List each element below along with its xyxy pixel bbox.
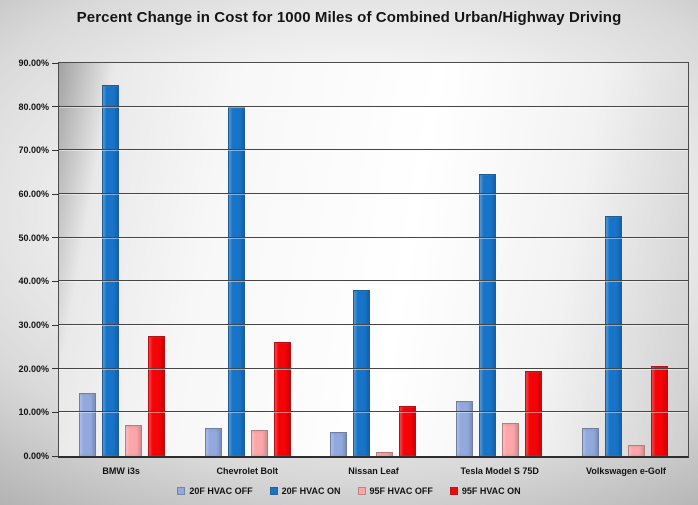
bar-20f-hvac-off xyxy=(582,427,600,456)
gridline xyxy=(59,105,688,107)
y-axis-tick-label: 50.00% xyxy=(18,232,49,243)
y-axis-tick-label: 80.00% xyxy=(18,101,49,112)
bar-group xyxy=(562,63,688,456)
gridline xyxy=(59,367,688,369)
bar-20f-hvac-on xyxy=(353,290,371,456)
legend-label: 20F HVAC ON xyxy=(281,486,341,496)
legend-item: 20F HVAC OFF xyxy=(177,486,253,496)
bar-20f-hvac-on xyxy=(479,174,497,456)
x-axis-category-label: Nissan Leaf xyxy=(348,466,399,476)
legend-label: 20F HVAC OFF xyxy=(189,486,253,496)
bar-20f-hvac-on xyxy=(101,84,119,456)
bar-group xyxy=(185,63,311,456)
bar-20f-hvac-on xyxy=(605,215,623,456)
legend-item: 95F HVAC OFF xyxy=(357,486,433,496)
gridline xyxy=(59,236,688,238)
x-axis-category-label: BMW i3s xyxy=(102,466,140,476)
y-axis-tick xyxy=(52,324,59,326)
y-axis-tick-label: 10.00% xyxy=(18,407,49,418)
y-axis-tick xyxy=(52,62,59,64)
plot-area: 0.00% 10.00% 20.00% 30.00% 40.00% 50.00% 60.00… xyxy=(18,58,689,461)
gridline xyxy=(59,193,688,195)
y-axis-tick xyxy=(52,106,59,108)
bar-95f-hvac-on xyxy=(399,405,417,456)
y-axis-tick xyxy=(52,368,59,370)
y-axis-tick-label: 20.00% xyxy=(18,363,49,374)
y-axis-tick-label: 90.00% xyxy=(18,58,49,68)
bar-95f-hvac-off xyxy=(628,445,646,456)
bar-95f-hvac-off xyxy=(376,451,394,456)
gridline xyxy=(59,149,688,151)
legend-swatch-icon xyxy=(269,487,278,495)
bar-20f-hvac-off xyxy=(78,392,96,456)
x-axis-category-label: Tesla Model S 75D xyxy=(460,466,539,476)
y-axis-tick xyxy=(52,193,59,195)
gridline xyxy=(59,411,688,413)
bar-20f-hvac-off xyxy=(330,431,348,456)
x-axis-labels: BMW i3s Chevrolet Bolt Nissan Leaf Tesla Mo… xyxy=(58,466,689,476)
x-axis-category-label: Volkswagen e-Golf xyxy=(585,466,666,476)
bar-20f-hvac-off xyxy=(204,427,222,456)
y-axis-tick-label: 40.00% xyxy=(18,276,49,287)
bar-95f-hvac-off xyxy=(502,423,520,456)
y-axis-tick-label: 0.00% xyxy=(23,451,49,461)
bar-group xyxy=(59,63,185,456)
bar-groups xyxy=(59,63,688,456)
y-axis-tick-label: 70.00% xyxy=(18,145,49,156)
gridline xyxy=(59,324,688,326)
chart-title: Percent Change in Cost for 1000 Miles of… xyxy=(76,9,622,26)
x-axis-category-label: Chevrolet Bolt xyxy=(216,466,279,476)
bar-95f-hvac-off xyxy=(124,425,142,456)
bar-95f-hvac-on xyxy=(651,366,669,456)
legend-item: 20F HVAC ON xyxy=(269,486,341,496)
legend-item: 95F HVAC ON xyxy=(449,486,521,496)
legend-label: 95F HVAC OFF xyxy=(369,486,433,496)
bar-95f-hvac-on xyxy=(525,370,543,456)
legend: 20F HVAC OFF 20F HVAC ON 95F HVAC OFF 95F H… xyxy=(0,486,698,496)
legend-swatch-icon xyxy=(357,487,366,495)
y-axis-tick xyxy=(52,280,59,282)
y-axis-tick xyxy=(52,411,59,413)
bar-group xyxy=(436,63,562,456)
bar-group xyxy=(311,63,437,456)
bar-95f-hvac-on xyxy=(147,335,165,456)
bar-95f-hvac-off xyxy=(250,429,268,456)
legend-label: 95F HVAC ON xyxy=(461,486,521,496)
y-axis-tick-label: 60.00% xyxy=(18,189,49,200)
bar-20f-hvac-off xyxy=(456,401,474,456)
y-axis-tick-label: 30.00% xyxy=(18,320,49,331)
y-axis-tick xyxy=(52,237,59,239)
y-axis-tick xyxy=(52,455,59,457)
y-axis-tick xyxy=(52,149,59,151)
legend-swatch-icon xyxy=(177,487,186,495)
legend-swatch-icon xyxy=(449,487,458,495)
bar-95f-hvac-on xyxy=(273,342,291,456)
gridline xyxy=(59,280,688,282)
